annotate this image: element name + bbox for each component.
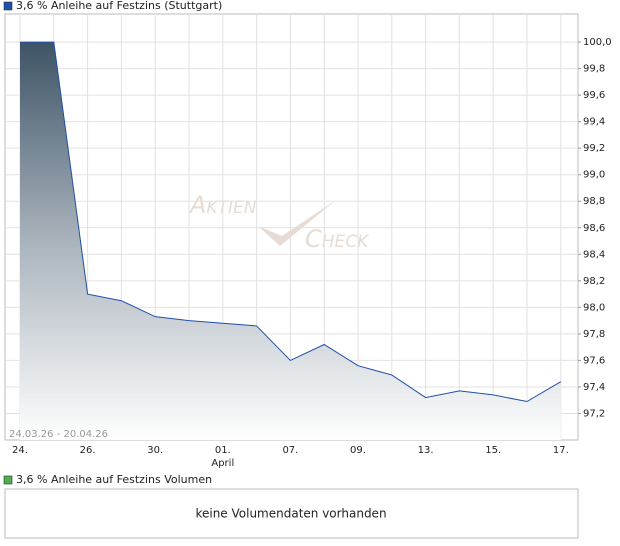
- watermark-check: [258, 200, 336, 246]
- y-tick-label: 97,8: [583, 329, 605, 340]
- x-tick-label: 09.: [350, 445, 366, 456]
- legend-swatch: [3, 1, 13, 11]
- legend-label: 3,6 % Anleihe auf Festzins (Stuttgart): [16, 0, 222, 12]
- area: [20, 42, 561, 441]
- volume-box: [4, 488, 579, 539]
- x-tick-label: 15.: [485, 445, 501, 456]
- y-tick-label: 99,0: [583, 170, 605, 181]
- x-sublabel: April: [211, 458, 234, 469]
- x-tick-label: 01.: [215, 445, 231, 456]
- y-tick-label: 97,2: [583, 408, 605, 419]
- y-tick-label: 97,6: [583, 355, 605, 366]
- y-tick-label: 99,6: [583, 90, 605, 101]
- y-tick-label: 99,4: [583, 117, 605, 128]
- y-tick-label: 98,4: [583, 249, 605, 260]
- x-tick-label: 30.: [147, 445, 163, 456]
- y-tick-label: 98,0: [583, 302, 605, 313]
- volume-message: keine Volumendaten vorhanden: [195, 507, 386, 521]
- x-tick-label: 17.: [553, 445, 569, 456]
- y-tick-label: 98,6: [583, 223, 605, 234]
- y-tick-label: 99,2: [583, 143, 605, 154]
- watermark: Check: [305, 225, 370, 253]
- x-tick-label: 24.: [12, 445, 28, 456]
- x-tick-label: 07.: [282, 445, 298, 456]
- x-tick-label: 26.: [80, 445, 96, 456]
- date-range: 24.03.26 - 20.04.26: [9, 429, 108, 440]
- y-tick-label: 97,4: [583, 382, 605, 393]
- y-tick-label: 100,0: [583, 37, 612, 48]
- watermark: Aktien: [188, 191, 257, 219]
- y-tick-label: 98,2: [583, 276, 605, 287]
- line: [20, 41, 562, 403]
- x-tick-label: 13.: [418, 445, 434, 456]
- y-tick-label: 98,8: [583, 196, 605, 207]
- y-tick-label: 99,8: [583, 64, 605, 75]
- legend-swatch: [3, 475, 13, 485]
- volume-title: 3,6 % Anleihe auf Festzins Volumen: [16, 473, 212, 486]
